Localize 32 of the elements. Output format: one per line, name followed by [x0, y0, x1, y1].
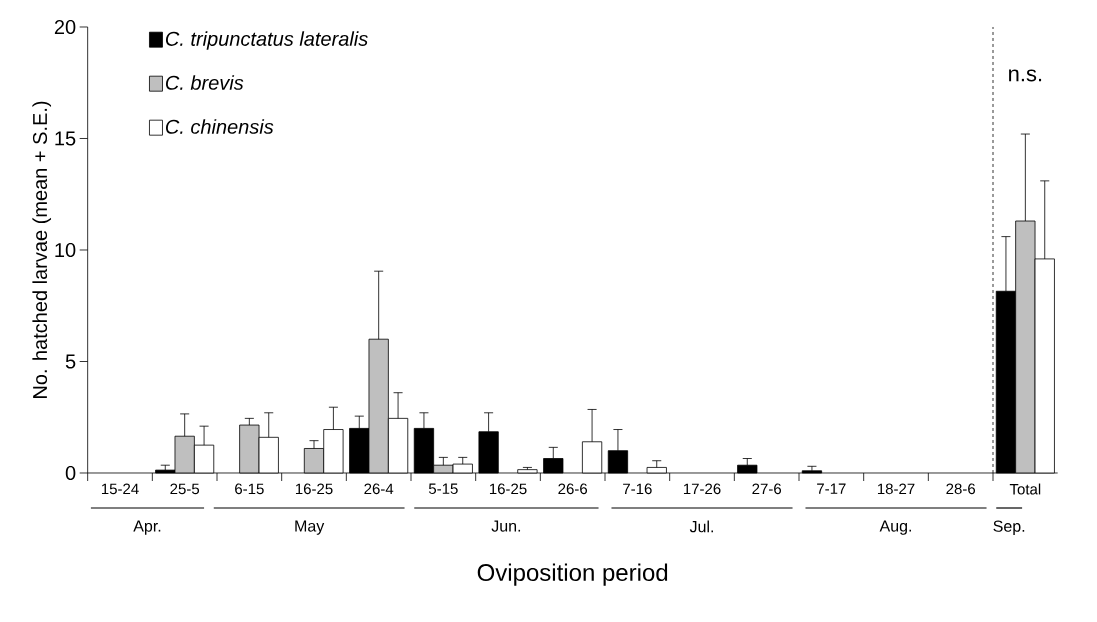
x-tick-label: 25-5: [170, 483, 200, 495]
y-tick-label: 5: [65, 354, 76, 369]
x-tick-label: 5-15: [428, 483, 458, 494]
x-tick-label: Total: [1009, 483, 1041, 495]
legend-label: C. brevis: [165, 75, 244, 90]
x-tick-label: 27-6: [752, 483, 782, 495]
x-tick-label: 18-27: [877, 483, 915, 495]
y-tick-label: 15: [55, 131, 76, 146]
text: Sep.: [993, 520, 1025, 536]
x-tick-label: 15-24: [101, 483, 139, 495]
text: Jul.: [689, 520, 713, 533]
legend-label: C. chinensis: [165, 119, 274, 134]
y-tick-label: 10: [55, 242, 76, 258]
y-tick-label: 20: [54, 19, 76, 35]
annotation: n.s.: [1009, 69, 1042, 82]
x-tick-label: 26-4: [364, 483, 394, 495]
x-tick-label: 28-6: [946, 483, 976, 495]
text: Aug.: [879, 520, 911, 535]
legend-label: C. tripunctatus lateralis: [165, 31, 368, 50]
y-tick-label: 0: [65, 465, 76, 481]
y-axis-title: No. hatched larvae (mean + S.E.): [32, 101, 52, 398]
text: Apr.: [133, 520, 161, 535]
x-tick-label: 7-17: [817, 483, 846, 494]
x-tick-label: 26-6: [558, 483, 588, 495]
text: May: [295, 520, 325, 535]
x-tick-label: 17-26: [683, 483, 721, 495]
x-tick-label: 7-16: [623, 483, 652, 495]
text: Jun.: [491, 520, 521, 532]
x-axis-title: Oviposition period: [477, 563, 668, 586]
x-tick-label: 16-25: [295, 483, 333, 495]
x-tick-label: 16-25: [489, 483, 527, 495]
x-tick-label: 6-15: [235, 483, 264, 495]
